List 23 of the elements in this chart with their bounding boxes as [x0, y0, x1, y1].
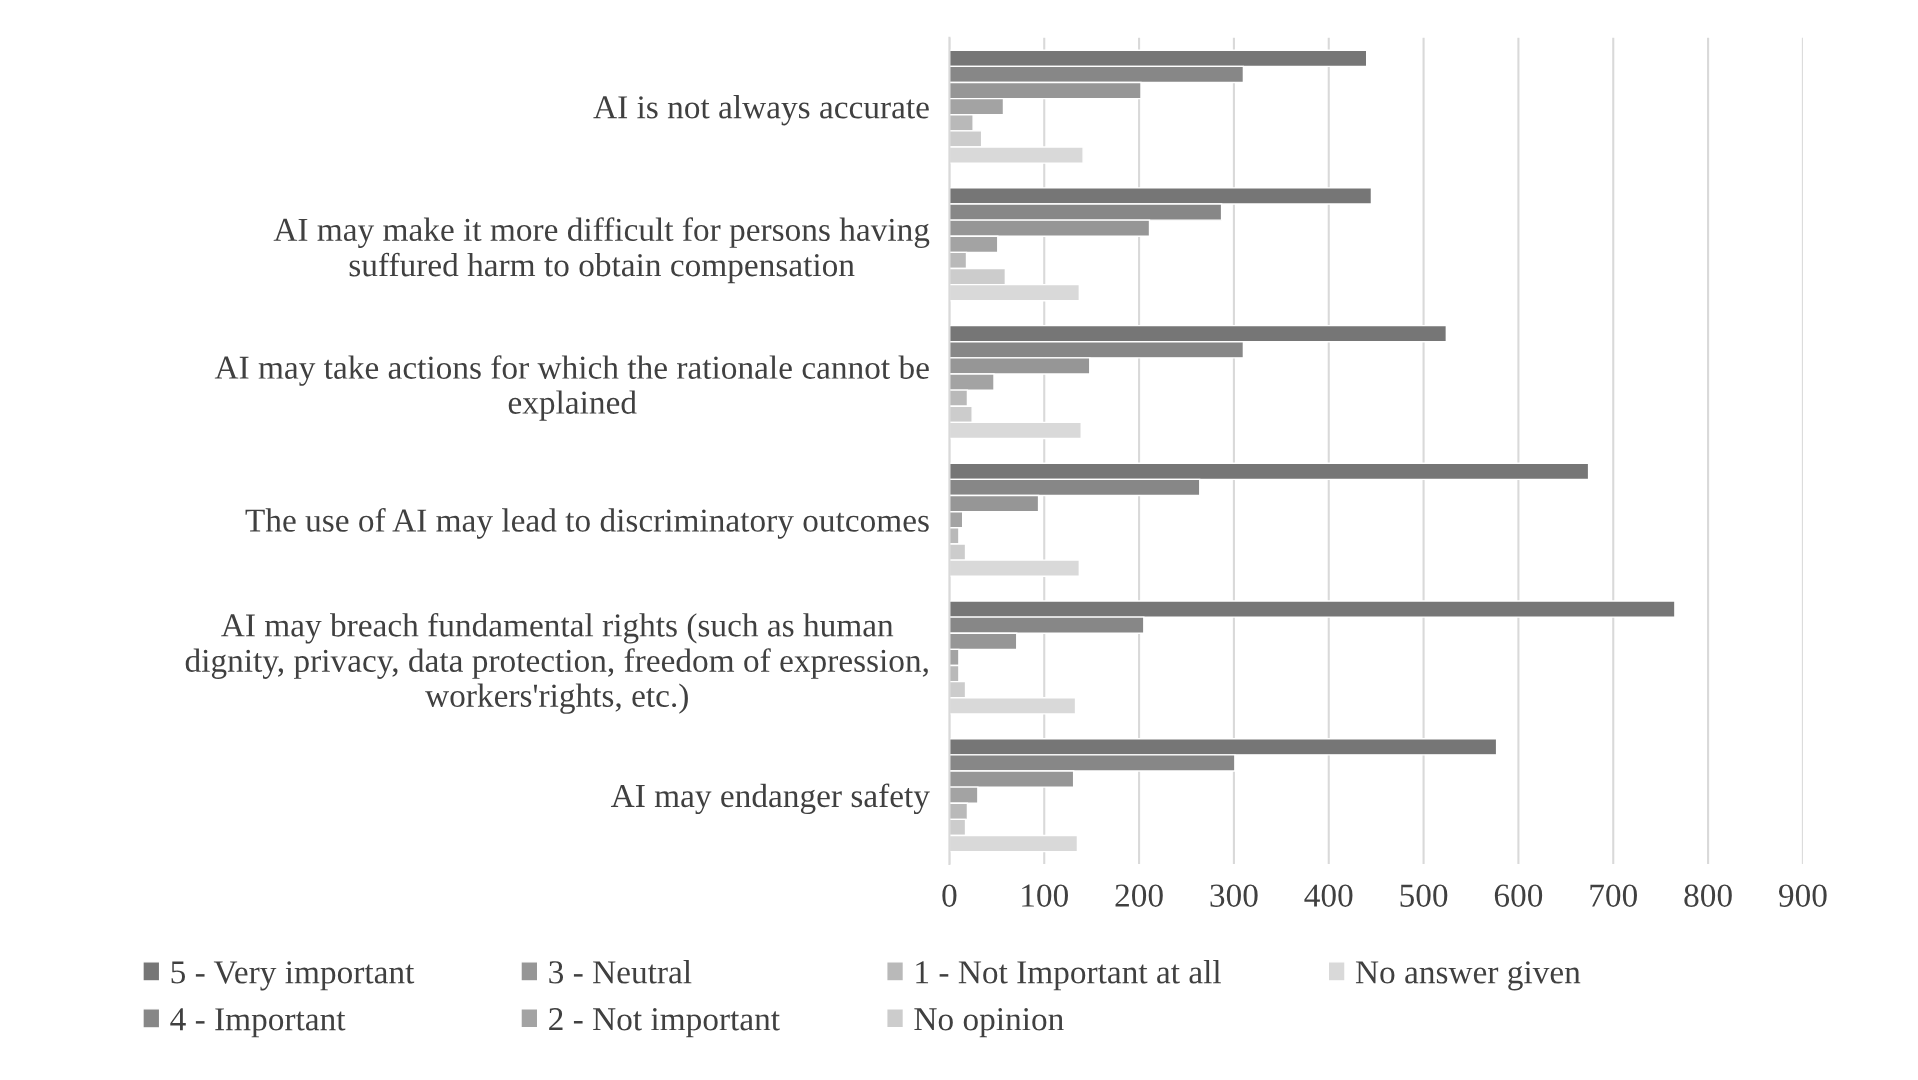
legend-label: 2 - Not important — [549, 1008, 780, 1038]
legend-label: 1 - Not Important at all — [916, 960, 1221, 991]
legend-label: 4 - Important — [170, 1008, 346, 1038]
x-tick-label: 500 — [1400, 884, 1448, 907]
x-tick-label: 800 — [1684, 884, 1732, 907]
x-tick-label: 300 — [1210, 884, 1258, 907]
x-tick-label: 600 — [1494, 884, 1543, 907]
x-tick-label: 900 — [1778, 884, 1827, 907]
y-tick-label: AI may take actions for which the rationale cannot be explained — [214, 355, 929, 421]
x-tick-label: 200 — [1115, 884, 1163, 907]
legend-label: No answer given — [1355, 961, 1581, 991]
y-tick-label: AI may endanger safety — [610, 783, 930, 815]
y-tick-label: AI may breach fundamental rights (such as human dignity, privacy, data protection, freedom of expression, workers'rights, etc.) — [185, 612, 928, 714]
y-tick-label: AI may make it more difficult for persons having suffured harm to obtain compensation — [273, 217, 930, 284]
x-tick-label: 400 — [1304, 884, 1353, 907]
x-tick-label: 100 — [1022, 884, 1068, 907]
y-tick-label: The use of AI may lead to discriminatory outcomes — [245, 508, 929, 539]
legend-label: 3 - Neutral — [549, 960, 692, 984]
y-tick-label: AI is not always accurate — [593, 95, 929, 126]
legend-label: No opinion — [914, 1008, 1064, 1038]
legend-label: 5 - Very important — [171, 961, 415, 991]
x-tick-label: 700 — [1590, 884, 1637, 907]
x-tick-label: 0 — [942, 884, 957, 907]
